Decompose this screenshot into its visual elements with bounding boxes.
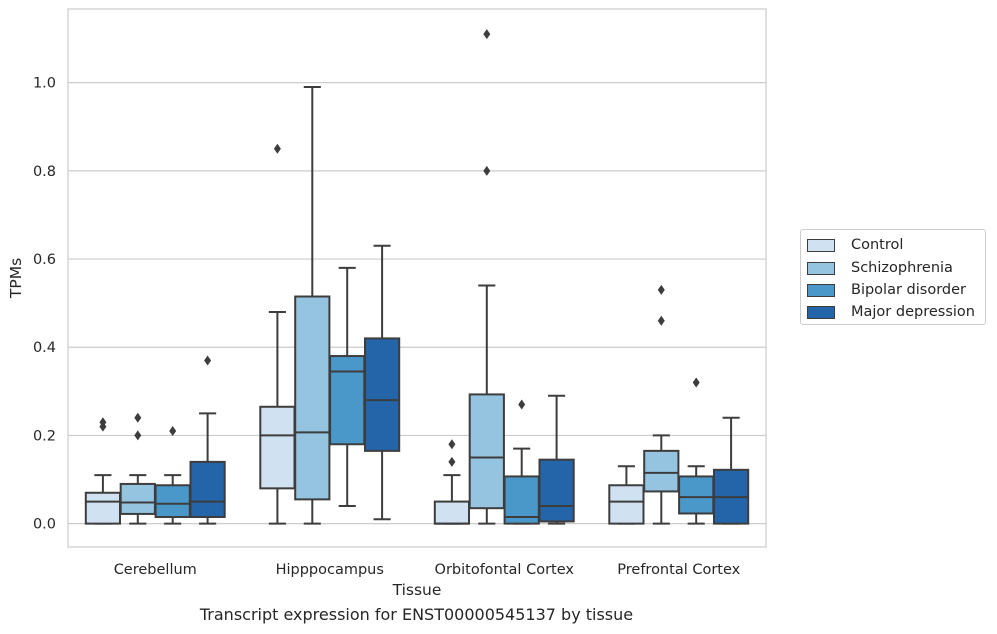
box-group [643,284,680,525]
outlier-point [483,165,491,176]
outlier-point [518,399,526,410]
legend-swatch-control [807,238,835,252]
box [678,475,715,515]
box-group [712,416,750,525]
box-group [154,426,191,525]
y-tick-label: 0.0 [33,517,56,533]
x-axis-label: Tissue [392,581,442,599]
box-group [503,399,540,525]
outlier-point [692,377,700,388]
legend-item-bipolar-disorder: Bipolar disorder [807,280,966,300]
legend-item-control: Control [807,235,903,255]
outlier-point [134,430,142,441]
legend-swatch-bipolar-disorder [807,283,835,297]
chart-caption: Transcript expression for ENST0000054513… [199,605,634,624]
box [363,337,401,452]
outlier-point [134,412,142,423]
box [643,449,680,493]
box [259,405,296,490]
outlier-point [448,439,456,450]
y-tick-label: 1.0 [33,76,56,92]
x-tick-label: Prefrontal Cortex [617,562,740,578]
y-axis-ticks: 0.0 0.2 0.4 0.6 0.8 1.0 [33,76,56,533]
legend-label-control: Control [851,237,904,253]
box [329,355,366,446]
box-group [329,266,366,507]
y-tick-label: 0.8 [33,164,56,180]
box [84,491,122,525]
box-group [259,143,296,525]
y-tick-label: 0.4 [33,340,56,356]
outlier-point [273,143,281,154]
box-group [189,355,226,525]
legend-swatch-schizophrenia [807,261,835,275]
box-group [468,29,505,525]
box-group [538,394,575,525]
x-tick-label: Cerebellum [114,562,197,578]
box-group [363,244,401,521]
outlier-point [483,29,491,40]
box [154,484,191,519]
box [468,393,505,510]
box-plots [84,29,750,525]
box [119,482,156,515]
box [538,458,575,523]
grid-lines [68,82,766,525]
box [503,475,540,525]
box [433,500,471,525]
outlier-point [99,417,107,428]
legend: Control Schizophrenia Bipolar disorder M… [800,229,986,325]
box-group [608,465,645,525]
legend-label-bipolar-disorder: Bipolar disorder [851,282,966,298]
outlier-point [657,284,665,295]
legend-item-major-depression: Major depression [807,302,975,322]
outlier-point [448,456,456,467]
x-axis-ticks: Cerebellum Hipppocampus Orbitofontal Corte… [114,562,741,578]
legend-label-schizophrenia: Schizophrenia [851,260,953,276]
y-tick-label: 0.6 [33,252,56,268]
legend-item-schizophrenia: Schizophrenia [807,258,953,278]
box-group [433,439,471,525]
box-group [678,377,715,525]
legend-label-major-depression: Major depression [851,304,975,320]
outlier-point [169,426,177,437]
y-tick-label: 0.2 [33,428,56,444]
y-axis-label: TPMs [7,258,25,299]
x-tick-label: Hipppocampus [276,562,384,578]
outlier-point [204,355,212,366]
box-group [119,412,156,525]
box-group [294,86,331,525]
box [189,460,226,519]
box [608,484,645,525]
box-group [84,417,122,525]
x-tick-label: Orbitofontal Cortex [435,562,575,578]
box [294,295,331,501]
outlier-point [657,315,665,326]
legend-swatch-major-depression [807,305,835,319]
plot-frame [67,8,767,548]
